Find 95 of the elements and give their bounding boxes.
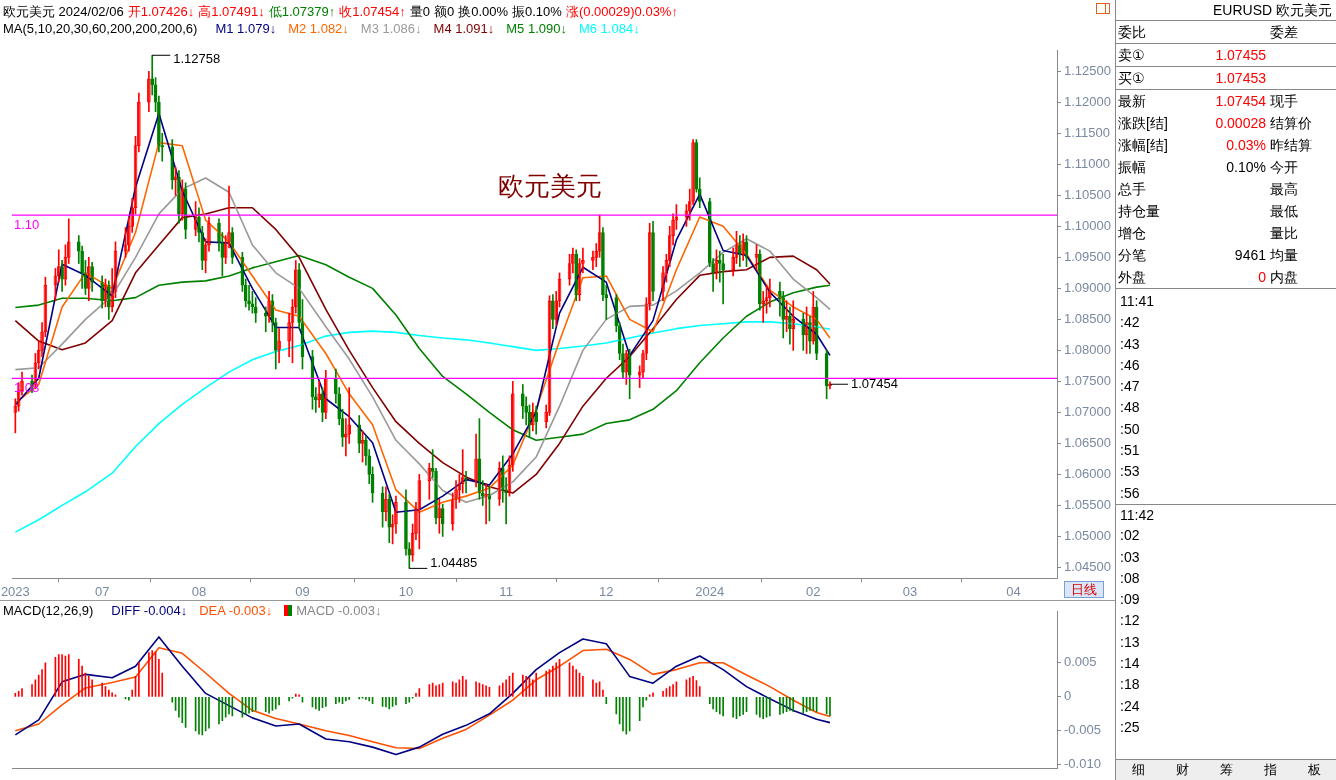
text: :50 xyxy=(1119,419,1141,439)
y-tick-label: -0.010 xyxy=(1064,756,1101,772)
legend-title: MACD(12,26,9) xyxy=(3,603,94,618)
y-tick-label: 1.04500 xyxy=(1064,559,1111,575)
text: 持仓量 最低 xyxy=(1118,203,1298,219)
annotation: 1.04485 xyxy=(430,554,478,570)
text: :08 xyxy=(1119,568,1141,588)
text: 涨跌[结] 0.00028 结算价 xyxy=(1118,115,1312,131)
text: :12 xyxy=(1119,611,1141,631)
text: 高1.07491↓ xyxy=(198,3,265,21)
text: 涨幅[结] 0.03% 昨结算 xyxy=(1118,137,1312,153)
y-tick-label: 1.10000 xyxy=(1064,217,1111,233)
text: M4 1.091↓ xyxy=(433,21,495,36)
text: 收1.07454↑ xyxy=(339,3,406,21)
text: :18 xyxy=(1119,675,1141,695)
y-tick-label: 1.09500 xyxy=(1064,248,1111,264)
y-tick-label: 0.005 xyxy=(1064,654,1097,670)
text: 总手 最高 xyxy=(1118,181,1298,197)
y-tick-label: 1.06500 xyxy=(1064,434,1111,450)
text: 振幅 0.10% 今开 xyxy=(1118,159,1298,175)
y-tick-label: 0 xyxy=(1064,688,1072,704)
text: :13 xyxy=(1119,632,1141,652)
text: 分笔 9461 均量 xyxy=(1118,247,1298,263)
text: 额0 xyxy=(433,3,455,21)
text: 11:41 xyxy=(1119,292,1155,311)
text: :25 xyxy=(1119,717,1141,737)
text: M1 1.079↓ xyxy=(215,21,277,36)
y-tick-label: 1.05000 xyxy=(1064,528,1111,544)
text: 买① 1.07453 xyxy=(1118,70,1266,86)
text: M3 1.086↓ xyxy=(360,21,422,36)
x-tick-label: 09 xyxy=(295,584,310,600)
ref-line-label: 1.10 xyxy=(14,217,40,233)
x-tick-label: 11 xyxy=(499,584,513,600)
text: 振0.10% xyxy=(512,3,562,21)
y-tick-label: 1.09000 xyxy=(1064,279,1111,295)
x-tick-label: 02 xyxy=(806,584,821,600)
ref-line-label: 1.08 xyxy=(14,380,40,396)
text: 开1.07426↓ xyxy=(127,3,195,21)
text: :48 xyxy=(1119,398,1141,418)
text: 卖① 1.07455 xyxy=(1118,47,1266,63)
text: :56 xyxy=(1119,483,1141,503)
text: 低1.07379↑ xyxy=(268,3,336,21)
text: M5 1.090↓ xyxy=(506,21,567,36)
text: 欧元美元 2024/02/06 xyxy=(3,3,124,21)
text: 欧元美元 xyxy=(498,170,603,201)
x-tick-label: 2023 xyxy=(0,584,30,600)
y-tick-label: 1.08500 xyxy=(1064,310,1111,326)
x-tick-label: 2024 xyxy=(695,584,725,600)
text: 11:42 xyxy=(1116,503,1336,526)
y-tick-label: 1.11000 xyxy=(1064,155,1111,171)
text: 换0.00% xyxy=(458,3,509,21)
text: :43 xyxy=(1119,334,1141,354)
text: :53 xyxy=(1119,462,1141,482)
text: :14 xyxy=(1119,654,1141,674)
text: M6 1.084↓ xyxy=(578,21,640,36)
y-tick-label: 1.05500 xyxy=(1064,497,1111,513)
text: :02 xyxy=(1119,526,1141,546)
text: :42 xyxy=(1119,313,1141,333)
x-tick-label: 10 xyxy=(398,584,414,600)
x-axis-title: 日线 xyxy=(1064,581,1104,598)
text: 细 财 筹 指 板 xyxy=(1131,762,1321,777)
text: 外盘 0 内盘 xyxy=(1118,269,1298,285)
y-tick-label: -0.005 xyxy=(1064,722,1101,738)
text: DEA -0.003↓ xyxy=(199,603,273,618)
y-tick-label: 1.12000 xyxy=(1064,93,1111,109)
text: 增仓 量比 xyxy=(1118,225,1298,241)
text: :03 xyxy=(1119,547,1141,567)
text: 量0 xyxy=(409,3,430,21)
y-tick-label: 1.08000 xyxy=(1064,341,1111,357)
text: 涨(0.00029)0.03%↑ xyxy=(565,3,678,21)
annotation: 1.07454 xyxy=(850,375,898,391)
text: :46 xyxy=(1119,355,1141,375)
y-tick-label: 1.06000 xyxy=(1064,466,1111,481)
text: DIFF -0.004↓ xyxy=(111,603,188,618)
y-tick-label: 1.07000 xyxy=(1064,403,1111,419)
annotation: 1.12758 xyxy=(173,50,221,66)
text: :09 xyxy=(1119,590,1141,610)
text: :24 xyxy=(1119,696,1141,716)
x-tick-label: 07 xyxy=(94,584,110,600)
x-tick-label: 12 xyxy=(599,584,614,600)
y-tick-label: 1.12500 xyxy=(1064,62,1111,78)
text: :51 xyxy=(1119,441,1141,461)
y-tick-label: 1.11500 xyxy=(1064,124,1111,140)
y-tick-label: 1.10500 xyxy=(1064,186,1111,202)
text: 最新 1.07454 现手 xyxy=(1118,93,1298,109)
x-tick-label: 03 xyxy=(902,584,918,600)
text: :47 xyxy=(1119,377,1141,397)
text: EURUSD 欧元美元 xyxy=(1116,0,1336,21)
legend-title: MA(5,10,20,30,60,200,200,200,6) xyxy=(3,21,198,36)
x-tick-label: 04 xyxy=(1006,584,1021,600)
legend-label: MACD -0.003↓ xyxy=(296,603,382,618)
text: M2 1.082↓ xyxy=(288,21,349,36)
y-tick-label: 1.07500 xyxy=(1064,372,1111,388)
x-tick-label: 08 xyxy=(191,584,207,600)
text: 委比 委差 xyxy=(1118,24,1298,40)
